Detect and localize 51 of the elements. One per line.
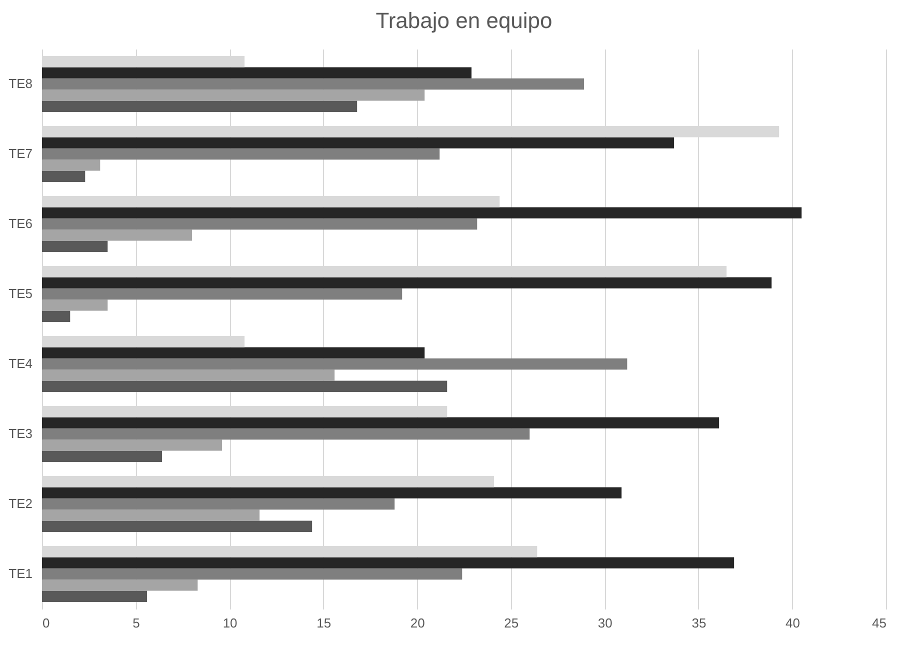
bar <box>42 358 628 370</box>
bar <box>42 428 530 440</box>
bar <box>42 207 802 218</box>
chart-title: Trabajo en equipo <box>376 8 552 33</box>
x-tick-label: 25 <box>504 616 519 630</box>
x-tick-label: 40 <box>785 616 800 630</box>
x-tick-label: 45 <box>872 616 886 630</box>
y-tick-label: TE2 <box>8 496 32 511</box>
bar <box>42 230 192 241</box>
bar <box>42 90 425 101</box>
x-tick-label: 15 <box>316 616 332 630</box>
bar <box>42 568 462 580</box>
y-tick-label: TE4 <box>8 356 32 371</box>
bar <box>42 487 622 498</box>
y-tick-label: TE5 <box>8 286 32 301</box>
bar <box>42 218 478 230</box>
bar <box>42 277 772 288</box>
bar <box>42 288 402 300</box>
bar <box>42 170 86 182</box>
x-tick-label: 30 <box>598 616 612 630</box>
x-tick-label: 20 <box>410 616 425 630</box>
bar <box>42 380 448 392</box>
bar <box>42 370 335 381</box>
bar <box>42 148 440 160</box>
bar <box>42 300 108 311</box>
bar <box>42 160 100 171</box>
x-tick-label: 0 <box>42 616 50 630</box>
y-tick-label: TE8 <box>8 76 32 91</box>
bar <box>42 510 260 521</box>
y-tick-label: TE6 <box>8 216 32 231</box>
bar <box>42 417 720 428</box>
bar <box>42 100 358 112</box>
y-tick-label: TE3 <box>8 426 32 441</box>
y-tick-label: TE7 <box>8 146 32 161</box>
bar <box>42 580 198 591</box>
bar <box>42 137 674 148</box>
bar <box>42 310 70 322</box>
bar <box>42 450 162 462</box>
bar <box>42 498 395 510</box>
bar <box>42 240 108 252</box>
bar <box>42 67 472 78</box>
x-tick-label: 5 <box>132 616 140 630</box>
bar <box>42 590 148 602</box>
x-tick-label: 10 <box>222 616 238 630</box>
bar <box>42 78 584 90</box>
bar <box>42 440 222 451</box>
bar <box>42 557 734 568</box>
x-tick-label: 35 <box>692 616 706 630</box>
bar <box>42 347 425 358</box>
bar <box>42 520 312 532</box>
y-tick-label: TE1 <box>8 566 32 581</box>
